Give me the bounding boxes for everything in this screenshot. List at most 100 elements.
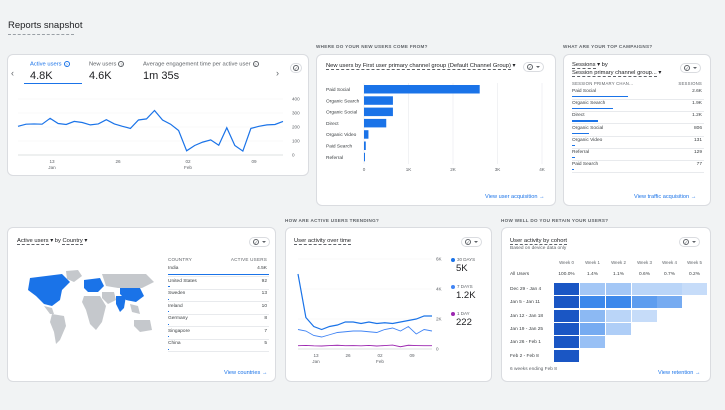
chevron-left-icon[interactable]: ‹ [11,68,14,78]
table-row-bar [168,336,169,338]
activity-title[interactable]: User activity over time [294,238,352,245]
cohort-cell [580,336,605,349]
cohort-cell [682,283,707,295]
cohort-cell [632,296,657,309]
table-row-value: 10 [261,303,267,309]
table-row-bar [168,286,171,288]
legend-swatch [451,258,455,262]
title-underline [8,34,74,35]
table-row-value: 5 [264,341,267,346]
map-north-america [28,274,70,306]
insights-check-button[interactable]: ✓ [290,63,302,73]
campaigns-options-button[interactable]: ✓ [680,63,701,73]
table-row-value: 2.6K [692,89,702,94]
row-divider [572,172,704,174]
table-row-label: Organic Search [572,101,606,107]
help-icon[interactable]: ? [118,61,125,67]
campaigns-dimension[interactable]: Session primary channel group... ▾ [572,70,662,77]
check-circle-icon: ✓ [684,65,690,71]
cohort-options-button[interactable]: ✓ [679,237,700,247]
cohort-title[interactable]: User activity by cohort [510,238,568,245]
view-retention-link[interactable]: View retention → [658,370,701,376]
chevron-right-icon[interactable]: › [276,68,279,78]
activity-options-button[interactable]: ✓ [461,237,482,247]
row-divider [168,326,269,327]
activity-card: User activity over time ✓ 6K 4K 2K 0 13 Jan 26… [285,227,492,382]
map-southeast-asia [130,304,140,314]
table-row-label: Referral [572,150,590,155]
cohort-cell [606,322,631,335]
row-divider [168,313,269,315]
campaigns-card: Sessions ▾ by Session primary channel gr… [563,54,711,206]
table-row-label: Ireland [168,303,183,309]
map-central-america [44,306,54,314]
table-row-bar [168,298,169,300]
table-row-label: United States [168,278,197,284]
cohort-row-label: Jan 5 - Jan 11 [510,300,541,306]
row-divider [572,135,704,137]
table-row-bar [168,311,169,313]
acquisition-card: New users by First user primary channel … [316,54,556,206]
countries-title[interactable]: Active users ▾ by Country ▾ [17,238,88,245]
table-row-value: 806 [693,125,702,131]
countries-options-button[interactable]: ✓ [249,237,270,247]
help-icon[interactable]: ? [252,61,259,67]
map-russia [102,274,154,288]
section-label-campaigns: WHAT ARE YOUR TOP CAMPAIGNS? [563,44,653,49]
cohort-cell [580,296,605,309]
metric-new-users-label[interactable]: New users? [89,61,125,68]
cohort-subtitle: Based on device data only [510,246,567,251]
row-divider [168,351,269,352]
y-tick-label: 2K [436,317,443,322]
metric-engagement-label[interactable]: Average engagement time per active user? [143,61,259,68]
bar [364,152,365,162]
check-circle-icon: ✓ [293,65,299,71]
bar-category-label: Organic Video [326,132,357,138]
y-tick-label: 400 [292,97,300,102]
metric-active-users-label[interactable]: Active users? [30,61,70,68]
cohort-cell [632,283,657,295]
chevron-down-icon [692,241,696,243]
cohort-cell [657,296,682,309]
bar [364,96,393,105]
table-row-value: 13 [261,291,267,296]
x-tick-label: 1K [406,167,413,172]
cohort-cell [554,283,579,295]
chevron-down-icon [693,67,697,69]
acquisition-options-button[interactable]: ✓ [523,62,544,72]
countries-card: Active users ▾ by Country ▾ ✓ COUNTRY AC… [7,227,276,382]
table-row-bar [572,120,598,122]
x-tick-label: 09 [251,159,257,164]
table-row-bar [572,132,590,134]
acquisition-dimension-title[interactable]: New users by First user primary channel … [326,63,516,70]
y-tick-label: 4K [436,287,443,292]
cohort-cell [580,322,605,335]
legend-label: 30 DAYS [457,257,476,262]
table-row-bar [572,144,575,147]
x-tick-label: 09 [409,353,415,358]
bar [364,130,369,139]
map-middle-east [102,292,116,304]
table-row-label: Germany [168,316,188,321]
cohort-cell [580,283,605,295]
legend-swatch [451,285,455,289]
help-icon[interactable]: ? [63,61,70,67]
cohort-column-header: Week 4 [662,260,677,265]
x-tick-label: 4K [539,167,546,172]
countries-col-metric: ACTIVE USERS [230,257,267,262]
x-tick-label: 2K [450,167,457,172]
view-traffic-acquisition-link[interactable]: View traffic acquisition → [634,194,697,200]
cohort-cell [606,283,631,295]
row-divider [572,160,704,161]
view-user-acquisition-link[interactable]: View user acquisition → [485,194,545,200]
x-tick-month: Jan [48,165,56,170]
row-divider [168,338,269,340]
view-countries-link[interactable]: View countries → [224,370,268,376]
cohort-cell [580,309,605,322]
campaigns-title[interactable]: Sessions ▾ by [572,62,608,69]
series-line [297,325,433,338]
cohort-all-users-value: 1.1% [613,272,624,277]
campaigns-col-metric: SESSIONS [678,81,702,86]
map-europe [84,278,104,292]
